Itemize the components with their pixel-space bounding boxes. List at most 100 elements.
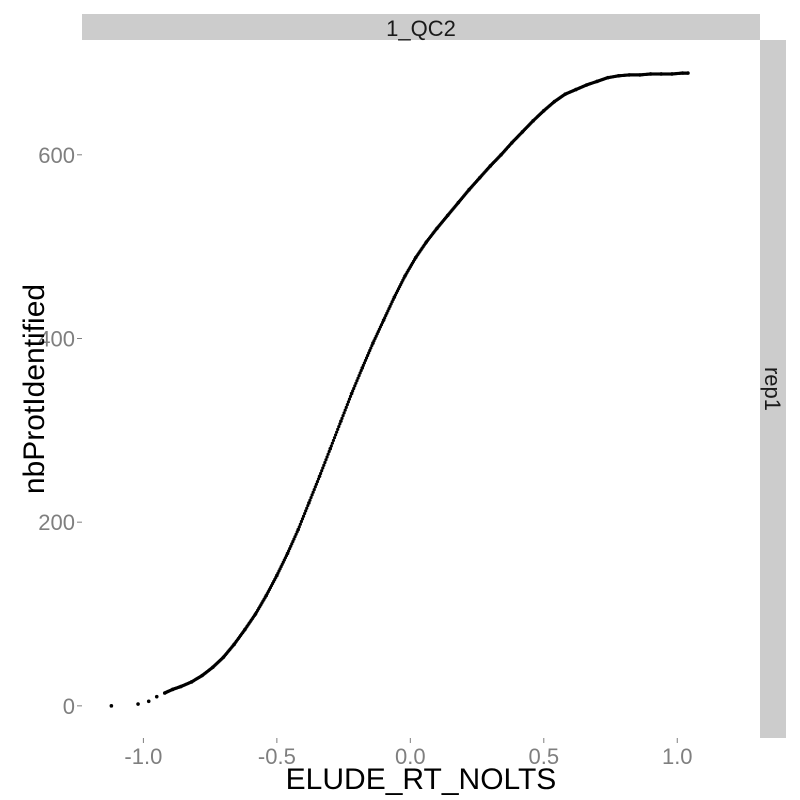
data-point	[287, 549, 291, 553]
data-point	[355, 379, 359, 383]
data-point	[366, 353, 370, 358]
data-point	[307, 501, 311, 505]
data-point	[352, 386, 356, 391]
data-point	[344, 405, 348, 409]
data-point	[296, 527, 301, 532]
data-point	[686, 71, 690, 75]
data-point	[328, 446, 333, 451]
data-point	[293, 535, 297, 539]
data-point	[331, 438, 336, 443]
data-point	[319, 471, 323, 476]
x-tick-label: 0.0	[395, 744, 426, 769]
data-point	[361, 363, 365, 367]
x-tick-label: 0.5	[528, 744, 559, 769]
data-point	[348, 394, 353, 398]
y-tick-label: 0	[63, 694, 75, 719]
y-tick-label: 400	[38, 326, 75, 351]
facet-strip-right-label: rep1	[760, 367, 785, 411]
data-point	[353, 384, 357, 388]
y-tick-label: 600	[38, 143, 75, 168]
x-tick-label: 1.0	[662, 744, 693, 769]
data-point	[313, 485, 317, 489]
data-point	[356, 376, 360, 380]
data-point	[346, 400, 350, 404]
x-tick-label: -0.5	[258, 744, 296, 769]
data-point	[301, 514, 306, 518]
data-point	[315, 479, 320, 484]
data-point	[299, 519, 304, 524]
data-point	[343, 408, 347, 412]
data-point	[292, 537, 296, 541]
data-point	[336, 427, 340, 432]
data-point	[337, 425, 341, 429]
data-point	[321, 466, 325, 470]
data-point	[289, 544, 293, 548]
data-point	[357, 373, 361, 378]
facet-strip-right: rep1	[760, 40, 786, 738]
data-point	[358, 371, 362, 375]
data-point	[305, 506, 309, 510]
data-point	[368, 348, 372, 353]
data-point	[329, 444, 333, 448]
data-point	[342, 411, 346, 415]
data-point	[354, 381, 358, 385]
data-point	[109, 704, 114, 708]
data-point	[312, 487, 316, 492]
data-point	[309, 495, 313, 500]
data-point	[335, 430, 339, 434]
data-point	[320, 469, 324, 473]
y-tick-label: 200	[38, 510, 75, 535]
data-point	[294, 532, 298, 536]
data-point	[146, 699, 151, 704]
plot-panel	[109, 71, 690, 708]
facet-strip-top-label: 1_QC2	[386, 16, 456, 41]
data-point	[303, 511, 307, 516]
data-point	[297, 525, 301, 529]
data-point	[369, 346, 373, 350]
data-point	[325, 455, 329, 459]
data-point	[298, 522, 302, 526]
data-point	[330, 441, 334, 445]
data-point	[311, 490, 315, 494]
data-point	[338, 422, 342, 426]
data-point	[345, 403, 349, 407]
data-point	[317, 474, 322, 479]
data-point	[322, 463, 326, 467]
data-point	[362, 361, 367, 365]
x-axis-title: ELUDE_RT_NOLTS	[286, 763, 557, 796]
data-point	[341, 414, 345, 418]
facet-strip-top-bg	[82, 14, 760, 40]
x-tick-label: -1.0	[124, 744, 162, 769]
data-point	[304, 509, 308, 513]
data-point	[314, 482, 318, 486]
data-point	[308, 498, 312, 502]
data-point	[339, 419, 343, 423]
data-point	[351, 389, 355, 393]
data-point	[154, 694, 159, 699]
data-point	[291, 539, 295, 544]
data-point	[310, 493, 314, 497]
facet-strip-right-bg	[760, 40, 786, 738]
data-point	[326, 452, 330, 456]
data-point	[363, 358, 368, 363]
data-point	[367, 351, 371, 355]
data-point	[349, 391, 354, 396]
data-point	[332, 436, 337, 440]
data-point	[347, 397, 352, 401]
data-point	[327, 449, 331, 454]
y-axis: 0 200 400 600	[38, 143, 82, 719]
facet-strip-top: 1_QC2	[82, 14, 760, 41]
data-point	[340, 416, 344, 420]
data-point	[288, 547, 292, 551]
y-axis-title: nbProtIdentified	[18, 284, 51, 494]
data-point	[324, 458, 328, 462]
data-point	[323, 460, 327, 465]
data-point	[290, 542, 294, 546]
data-point	[306, 503, 310, 508]
data-point	[316, 477, 321, 481]
data-point	[300, 517, 305, 521]
data-point	[333, 433, 338, 437]
data-point	[136, 702, 140, 706]
